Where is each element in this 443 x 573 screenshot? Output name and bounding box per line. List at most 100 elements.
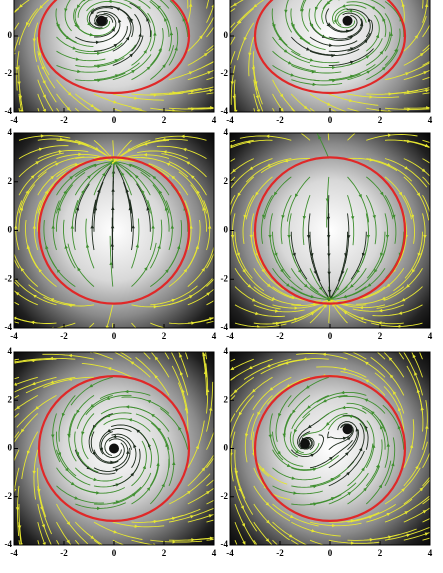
arrowhead (37, 488, 41, 493)
streamline (291, 79, 343, 86)
x-tick-label: 2 (378, 331, 383, 341)
streamline (328, 32, 371, 52)
arrowhead (238, 411, 243, 416)
streamline (112, 472, 152, 505)
arrowhead (136, 6, 141, 10)
arrowhead (290, 73, 295, 77)
streamline (422, 0, 428, 23)
arrowhead (291, 23, 295, 28)
arrowhead (215, 171, 219, 175)
arrowhead (293, 491, 298, 495)
arrowhead (269, 387, 274, 391)
arrowhead (323, 303, 327, 308)
circle (37, 156, 191, 305)
streamline (384, 526, 430, 541)
arrowhead (143, 49, 147, 54)
streamline (206, 381, 214, 432)
arrowhead (389, 32, 393, 36)
arrowhead (155, 338, 158, 342)
arrowhead (68, 303, 72, 308)
arrowhead (236, 252, 240, 257)
arrowhead (277, 451, 281, 455)
streamline (129, 163, 170, 196)
arrowhead (172, 461, 176, 466)
streamline (160, 408, 189, 450)
arrowhead (347, 115, 351, 118)
arrowhead (96, 491, 100, 495)
arrowhead (56, 268, 61, 273)
arrowhead (284, 158, 289, 163)
streamline (74, 431, 99, 473)
streamline (309, 48, 360, 57)
streamline (131, 218, 140, 269)
arrowhead (112, 434, 117, 439)
vortex-core (342, 15, 353, 26)
streamline (14, 36, 20, 55)
streamline (260, 158, 311, 174)
streamline (150, 508, 201, 523)
streamline (135, 413, 170, 450)
streamline (206, 0, 209, 9)
arrowhead (243, 214, 247, 219)
arrowhead (307, 424, 312, 429)
arrowhead (171, 298, 176, 303)
arrowhead (41, 66, 45, 71)
streamline (253, 521, 273, 545)
streamline (403, 352, 423, 396)
arrowhead (66, 106, 71, 111)
arrowhead (132, 341, 136, 345)
arrowhead (185, 161, 190, 165)
arrowhead (322, 399, 327, 403)
arrowhead (109, 346, 113, 349)
arrowhead (179, 353, 183, 358)
streamline (422, 176, 430, 186)
streamline (366, 498, 413, 523)
arrowhead (293, 317, 298, 322)
arrowhead (105, 325, 110, 328)
streamline (91, 5, 132, 23)
arrowhead (162, 150, 167, 154)
arrowhead (386, 513, 391, 517)
arrowhead (95, 147, 100, 151)
arrowhead (232, 95, 236, 100)
streamline (14, 22, 20, 32)
arrowhead (14, 382, 18, 386)
streamline (298, 431, 313, 450)
streamline (69, 395, 95, 438)
streamline (300, 0, 305, 12)
arrowhead (66, 558, 69, 562)
arrowhead (348, 9, 353, 13)
arrowhead (14, 488, 17, 493)
streamline (178, 352, 189, 378)
arrowhead (180, 134, 185, 139)
streamline (384, 437, 396, 487)
streamline (296, 353, 348, 360)
arrowhead (164, 206, 169, 211)
arrowhead (312, 82, 317, 87)
arrowhead (358, 194, 362, 199)
y-tick-label: 0 (224, 225, 229, 235)
arrowhead (367, 17, 372, 22)
streamline (309, 440, 353, 469)
arrowhead (361, 467, 365, 472)
streamline (93, 26, 128, 52)
arrowhead (188, 295, 193, 299)
arrowhead (361, 252, 366, 257)
streamline (109, 235, 114, 287)
arrowhead (171, 516, 176, 521)
y-tick-label: 2 (224, 394, 229, 404)
arrowhead (203, 52, 208, 57)
y-tick-label: 0 (224, 30, 229, 40)
x-tick-label: 2 (378, 115, 383, 125)
x-tick-label: -2 (60, 115, 68, 125)
streamline (422, 497, 430, 505)
arrowhead (97, 64, 102, 69)
streamline (131, 539, 158, 545)
streamline (400, 0, 405, 9)
arrowhead (133, 443, 137, 448)
arrowhead (114, 59, 119, 63)
arrowhead (209, 317, 214, 321)
streamline (187, 0, 192, 23)
